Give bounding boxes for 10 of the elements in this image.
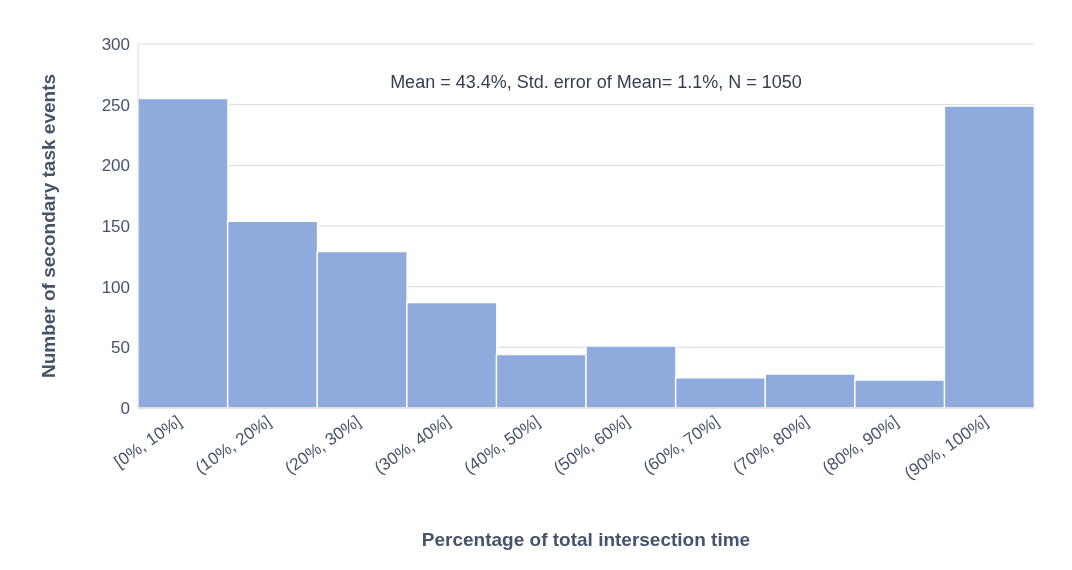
y-tick-label: 300: [101, 35, 130, 55]
annotation: Mean = 43.4%, Std. error of Mean= 1.1%, N = 1050: [389, 72, 803, 93]
y-tick-label: 50: [111, 338, 130, 358]
y-tick-label: 0: [120, 399, 130, 419]
x-axis-title: Percentage of total intersection time: [421, 529, 751, 550]
y-tick-label: 250: [101, 95, 130, 115]
y-axis-title: Number of secondary task events: [37, 73, 59, 379]
y-tick-label: 100: [101, 277, 130, 297]
y-tick-label: 200: [101, 156, 130, 176]
y-tick-label: 150: [101, 217, 130, 237]
